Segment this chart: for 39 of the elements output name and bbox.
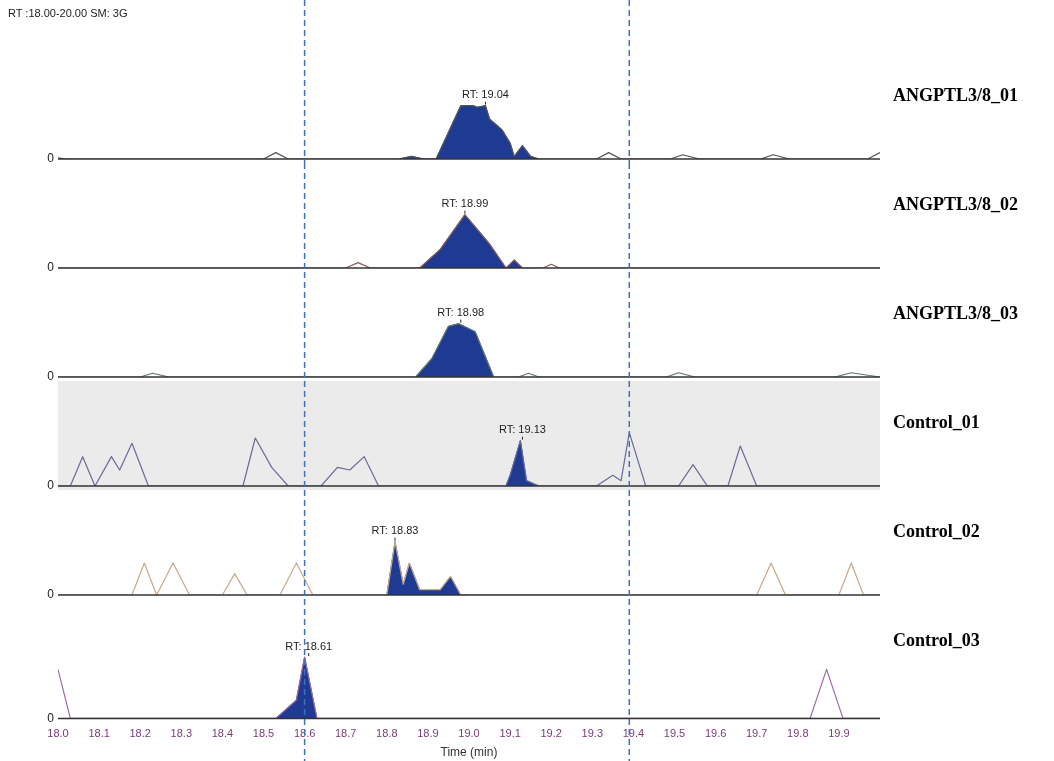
x-tick-label: 18.0 <box>47 727 69 740</box>
annotation: RT: 18.99 <box>441 197 489 210</box>
x-tick-label: 18.8 <box>376 727 398 740</box>
annotation: RT: 19.13 <box>498 423 546 436</box>
text: 0 <box>47 369 55 384</box>
x-tick-label: 19.2 <box>540 727 562 740</box>
annotation: RT: 18.83 <box>371 524 419 537</box>
x-tick-label: 19.7 <box>745 727 768 740</box>
text: 0 <box>47 587 55 602</box>
text: ANGPTL3/8_01 <box>893 84 1019 105</box>
text: 0 <box>47 260 55 275</box>
x-tick-label: 19.6 <box>704 727 727 740</box>
x-tick-label: 19.1 <box>499 727 521 740</box>
x-tick-label: 19.5 <box>663 727 686 740</box>
text: ANGPTL3/8_02 <box>893 193 1019 214</box>
x-tick-label: 19.0 <box>458 727 480 740</box>
text: 0 <box>47 151 55 166</box>
x-tick-label: 19.4 <box>622 727 645 740</box>
text: ANGPTL3/8_03 <box>893 302 1019 323</box>
annotation: RT: 19.04 <box>461 88 509 101</box>
x-axis-title: Time (min) <box>440 745 498 760</box>
x-tick-label: 18.9 <box>417 727 439 740</box>
x-tick-label: 18.3 <box>170 727 193 740</box>
x-tick-label: 18.5 <box>252 727 275 740</box>
text: Control_01 <box>893 411 980 432</box>
text: RT :18.00-20.00 SM: 3G <box>8 6 128 19</box>
annotation: RT: 18.98 <box>437 306 485 319</box>
text: Control_03 <box>893 629 980 650</box>
text: 0 <box>47 478 55 493</box>
x-tick-label: 18.4 <box>211 727 234 740</box>
text: Control_02 <box>893 520 980 541</box>
x-tick-label: 19.3 <box>581 727 604 740</box>
x-tick-label: 19.8 <box>787 727 809 740</box>
x-tick-label: 18.7 <box>334 727 357 740</box>
text: 0 <box>47 710 55 725</box>
x-tick-label: 19.9 <box>828 727 850 740</box>
annotation: RT: 18.61 <box>285 639 333 652</box>
x-tick-label: 18.2 <box>129 727 151 740</box>
x-tick-label: 18.1 <box>88 727 110 740</box>
